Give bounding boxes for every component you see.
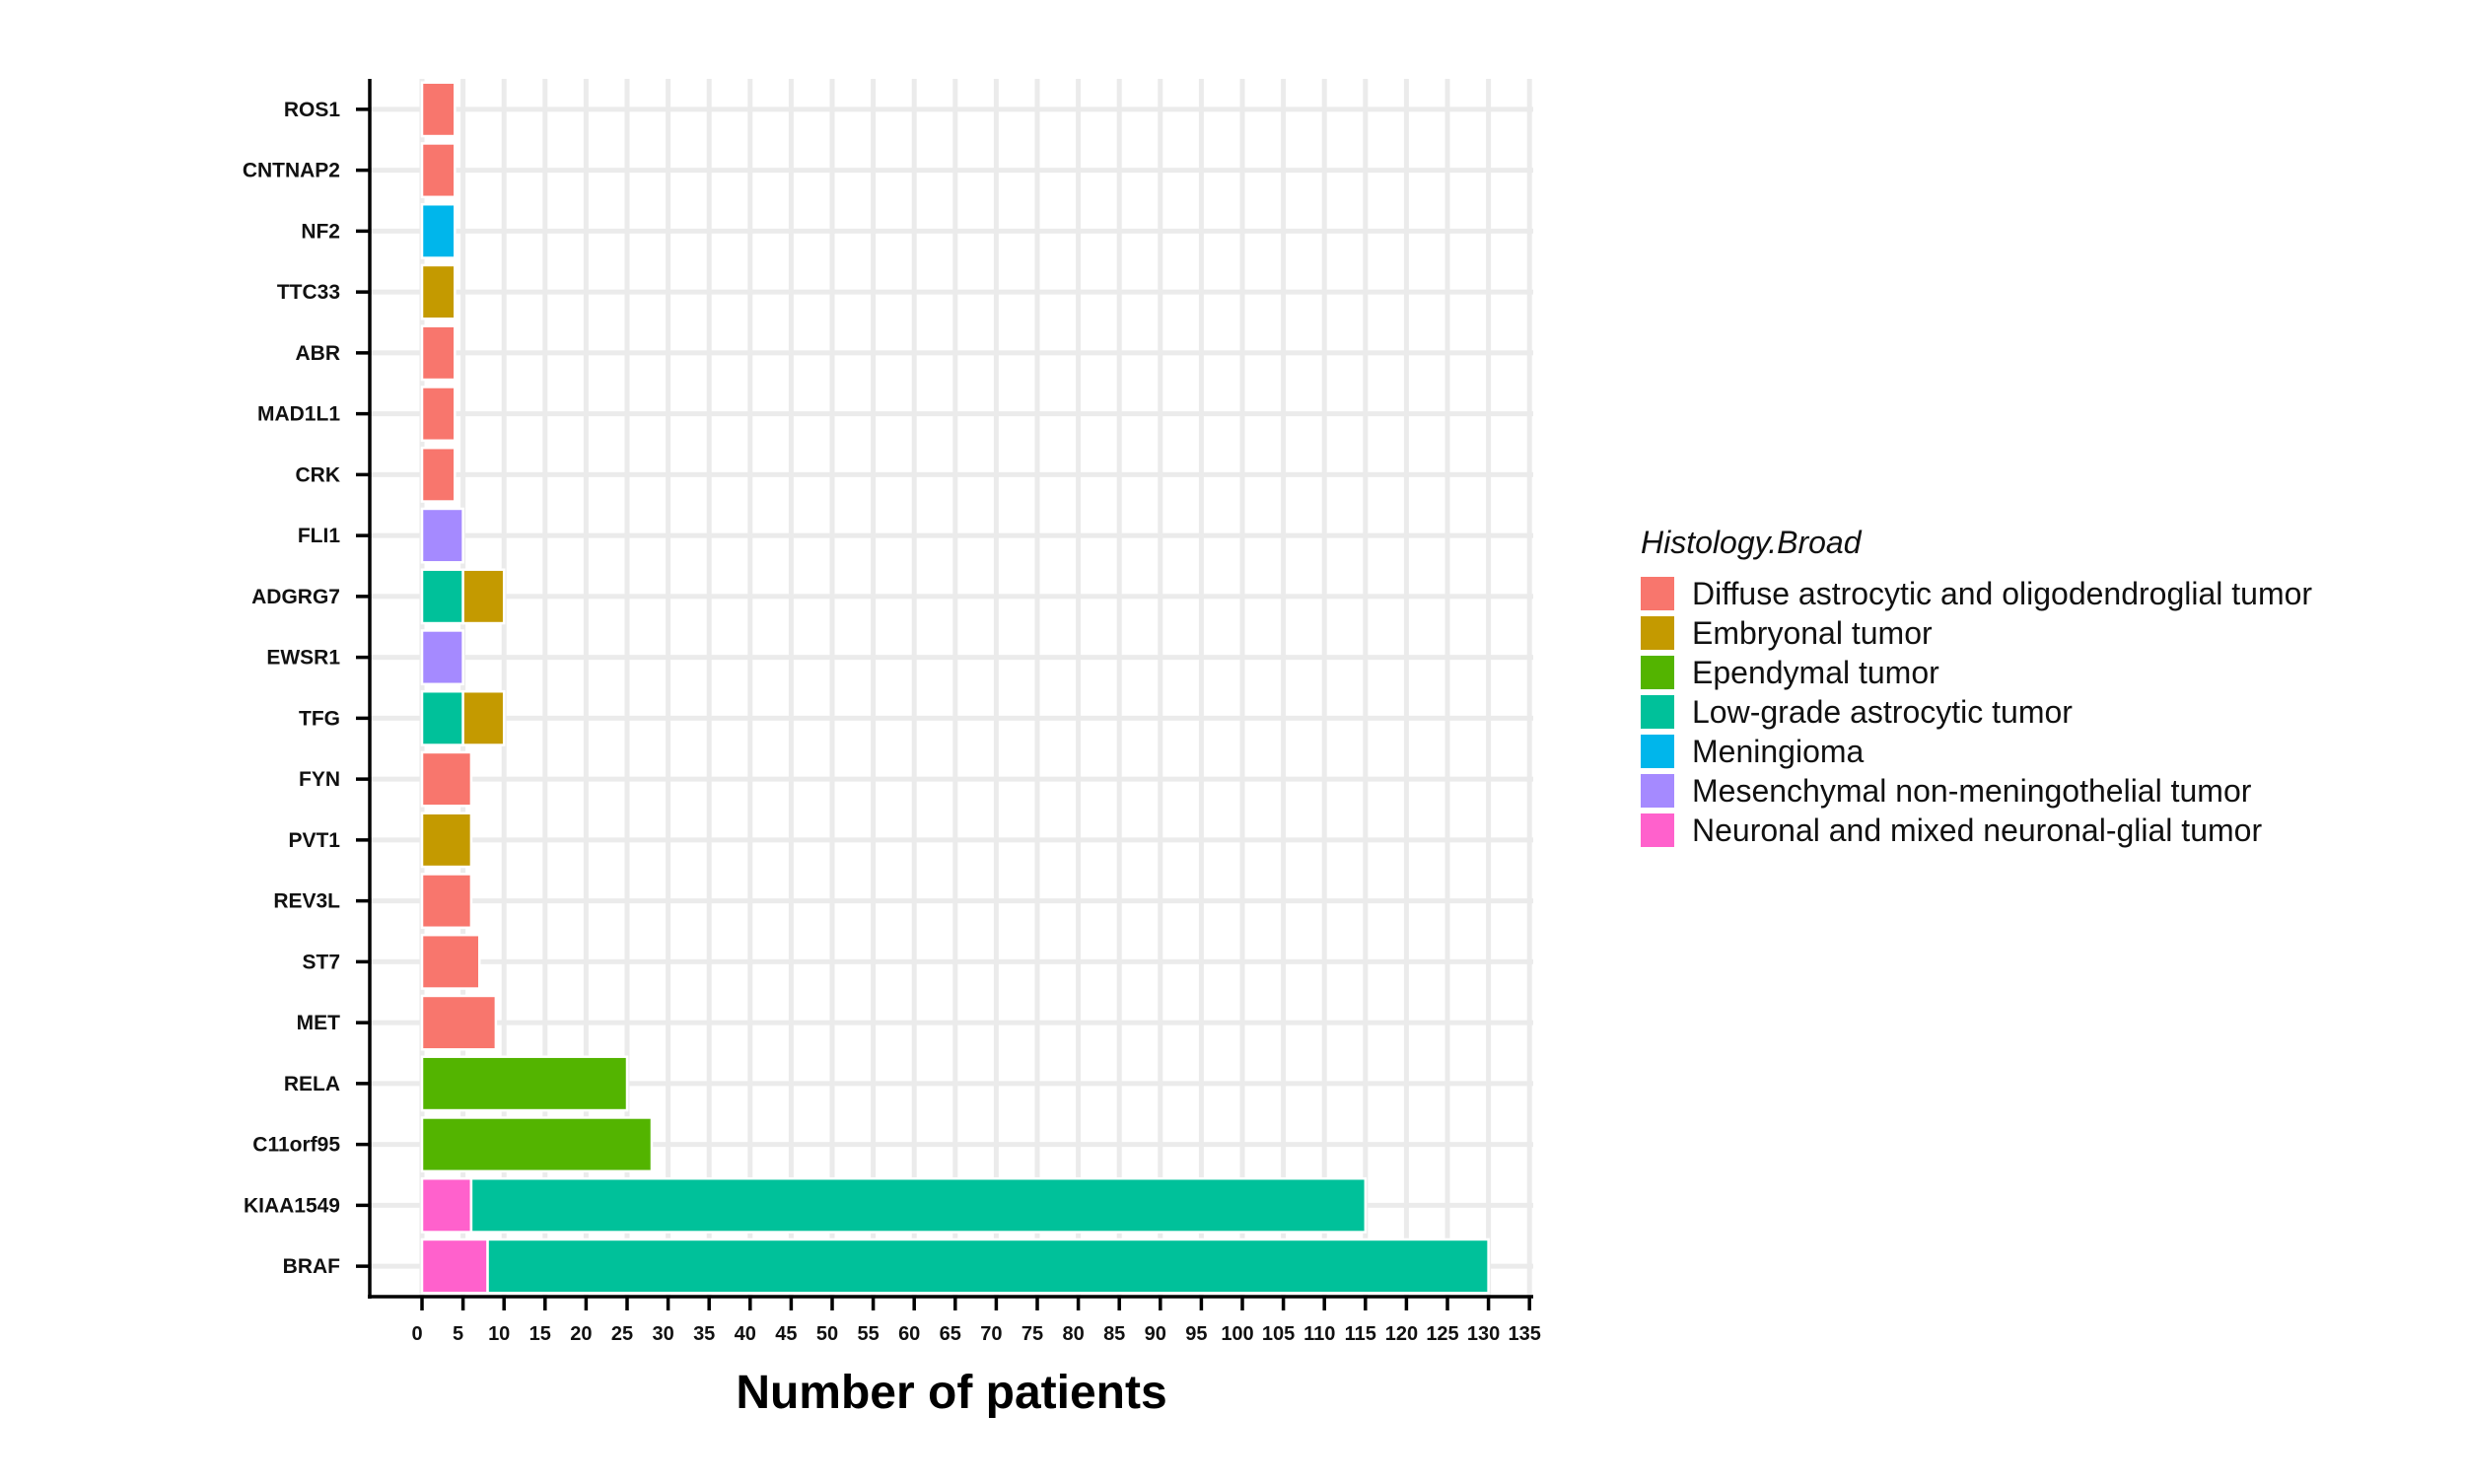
y-tick-label: FYN	[299, 768, 340, 791]
y-tick-label: MAD1L1	[257, 403, 340, 426]
legend-key	[1641, 577, 1674, 610]
x-tick-label: 5	[453, 1323, 463, 1345]
bar-segment	[420, 324, 457, 382]
bar-segment	[420, 386, 457, 443]
bar-segment	[420, 81, 457, 138]
bar-segment	[420, 142, 457, 199]
x-tick-label: 20	[570, 1323, 592, 1345]
y-tick-label: EWSR1	[266, 647, 340, 670]
x-tick-label: 70	[980, 1323, 1002, 1345]
bar-segment	[420, 507, 464, 564]
legend-label: Diffuse astrocytic and oligodendroglial …	[1692, 576, 2312, 611]
x-tick-label: 45	[775, 1323, 797, 1345]
legend-label: Meningioma	[1692, 734, 1865, 769]
legend: Histology.Broad Diffuse astrocytic and o…	[1641, 525, 2312, 848]
bar-segment	[420, 568, 464, 625]
x-tick-label: 130	[1467, 1323, 1500, 1345]
y-tick-label: KIAA1549	[244, 1194, 340, 1217]
y-tick-label: PVT1	[288, 829, 340, 852]
y-tick-label: TTC33	[277, 281, 340, 304]
bar-segment	[461, 568, 506, 625]
x-tick-label: 55	[857, 1323, 879, 1345]
bar-segment	[420, 812, 473, 869]
legend-key	[1641, 774, 1674, 808]
bar-segment	[420, 994, 498, 1051]
y-tick-label: REV3L	[273, 890, 340, 913]
y-tick-label: C11orf95	[252, 1134, 340, 1157]
y-tick-label: RELA	[284, 1073, 340, 1095]
bar-segment	[420, 1237, 489, 1295]
bar-segment	[420, 933, 481, 990]
x-tick-label: 50	[816, 1323, 838, 1345]
legend-label: Low-grade astrocytic tumor	[1692, 694, 2073, 730]
legend-label: Mesenchymal non-meningothelial tumor	[1692, 773, 2252, 809]
grid-lines	[370, 79, 1533, 1297]
x-tick-label: 80	[1062, 1323, 1084, 1345]
y-tick-label: ST7	[302, 951, 340, 973]
bar-segment	[420, 446, 457, 503]
x-tick-label: 15	[529, 1323, 551, 1345]
x-tick-label: 0	[411, 1323, 422, 1345]
axes: ROS1 CNTNAP2 NF2 TTC33 ABR MAD1L1 CRK FLI1 ADGRG…	[243, 79, 1541, 1345]
x-tick-label: 35	[693, 1323, 715, 1345]
x-tick-label: 105	[1262, 1323, 1295, 1345]
legend-key	[1641, 735, 1674, 768]
x-tick-label: 30	[652, 1323, 673, 1345]
x-tick-label: 135	[1509, 1323, 1541, 1345]
legend-title: Histology.Broad	[1641, 525, 1863, 560]
x-tick-label: 125	[1426, 1323, 1458, 1345]
bar-segment	[420, 1116, 654, 1173]
bar-segment	[420, 202, 457, 259]
x-tick-label: 115	[1345, 1323, 1376, 1345]
legend-label: Embryonal tumor	[1692, 615, 1933, 651]
x-tick-label: 40	[735, 1323, 756, 1345]
x-tick-label: 75	[1021, 1323, 1043, 1345]
y-tick-label: MET	[297, 1012, 341, 1034]
y-tick-label: CNTNAP2	[243, 160, 340, 182]
x-tick-label: 100	[1221, 1323, 1253, 1345]
bar-segment	[469, 1176, 1368, 1234]
y-tick-label: ADGRG7	[251, 586, 340, 608]
x-tick-label: 10	[488, 1323, 510, 1345]
legend-key	[1641, 813, 1674, 847]
x-tick-label: 65	[940, 1323, 961, 1345]
y-tick-label: ROS1	[284, 99, 341, 121]
bar-segment	[420, 629, 464, 686]
x-tick-label: 110	[1303, 1323, 1335, 1345]
y-tick-label: TFG	[299, 707, 340, 730]
y-tick-label: FLI1	[298, 525, 340, 547]
bar-segment	[420, 873, 473, 930]
bar-segment	[461, 689, 506, 746]
y-tick-label: NF2	[301, 220, 340, 243]
bar-segment	[420, 689, 464, 746]
x-tick-label: 95	[1185, 1323, 1207, 1345]
legend-key	[1641, 695, 1674, 729]
bar-segment	[420, 263, 457, 320]
x-tick-label: 25	[611, 1323, 633, 1345]
bars	[420, 81, 1490, 1295]
bar-segment	[420, 1055, 629, 1112]
x-tick-label: 120	[1385, 1323, 1418, 1345]
x-tick-label: 60	[898, 1323, 920, 1345]
legend-key	[1641, 656, 1674, 689]
x-tick-label: 90	[1145, 1323, 1166, 1345]
legend-key	[1641, 616, 1674, 650]
legend-label: Ependymal tumor	[1692, 655, 1939, 690]
bar-segment	[420, 1176, 473, 1234]
x-tick-label: 85	[1103, 1323, 1125, 1345]
y-tick-label: BRAF	[283, 1255, 340, 1278]
bar-segment	[486, 1237, 1490, 1295]
y-tick-label: CRK	[296, 463, 341, 486]
y-tick-label: ABR	[296, 342, 341, 365]
legend-label: Neuronal and mixed neuronal-glial tumor	[1692, 813, 2262, 848]
bar-segment	[420, 750, 473, 808]
x-axis-title: Number of patients	[736, 1367, 1166, 1419]
